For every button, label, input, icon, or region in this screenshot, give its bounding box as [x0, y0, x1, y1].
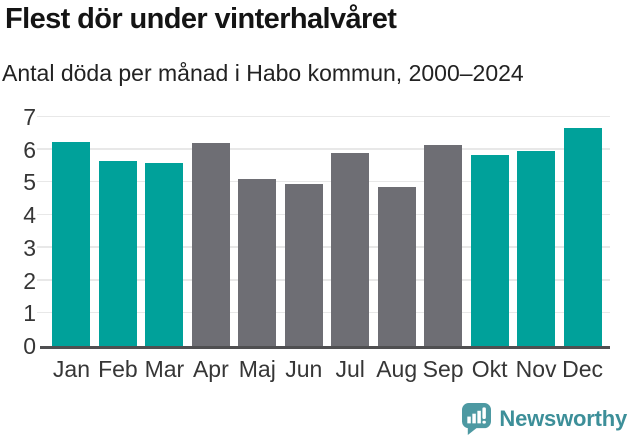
x-tick-label-dec: Dec [562, 356, 603, 382]
bar-dec [563, 128, 602, 346]
gridline-y4 [37, 213, 610, 216]
y-axis-labels: 0 1 2 3 4 5 6 7 [0, 104, 36, 359]
bar-jul [331, 153, 370, 346]
x-tick-label-feb: Feb [98, 356, 138, 382]
bar-sep [424, 144, 463, 346]
y-tick-label: 5 [23, 169, 36, 196]
y-tick-label: 0 [23, 333, 36, 359]
bar-jan [52, 141, 91, 346]
bar-feb [98, 161, 137, 346]
x-tick-label-jan: Jan [52, 356, 91, 382]
bar-mar [145, 162, 184, 346]
bar-nov [517, 151, 556, 346]
gridline-y6 [37, 148, 610, 150]
x-tick-label-jun: Jun [285, 356, 323, 382]
y-tick-label: 4 [23, 202, 36, 229]
x-tick-label-maj: Maj [238, 356, 276, 382]
bar-okt [470, 154, 509, 346]
x-tick-label-aug: Aug [376, 356, 418, 382]
bar-apr [191, 143, 230, 346]
x-tick-label-sep: Sep [422, 356, 464, 382]
x-axis-labels: Jan Feb Mar Apr Maj Jun Jul Aug Sep Okt Nov Dec [44, 354, 610, 384]
gridline-y3 [37, 246, 610, 248]
y-tick-label: 7 [23, 104, 36, 130]
y-tick-label: 3 [23, 234, 36, 261]
chart-subtitle: Antal döda per månad i Habo kommun, 2000… [2, 60, 524, 86]
y-tick-label: 6 [23, 136, 36, 163]
x-tick-label-nov: Nov [515, 356, 557, 382]
x-tick-label-okt: Okt [471, 356, 508, 382]
x-axis-line [40, 346, 610, 349]
newsworthy-logo-icon [462, 403, 492, 435]
y-tick-label: 2 [23, 267, 36, 294]
gridline-y1 [37, 311, 610, 314]
gridline-y7 [37, 115, 610, 117]
gridline-y5 [37, 180, 610, 183]
chart-title: Flest dör under vinterhalvåret [5, 3, 397, 35]
bar-maj [238, 179, 277, 346]
plot-area [37, 115, 610, 349]
y-tick-label: 1 [23, 300, 36, 327]
brand-name: Newsworthy [499, 406, 627, 431]
gridline-y2 [37, 279, 610, 281]
x-tick-label-mar: Mar [144, 356, 185, 382]
x-tick-label-apr: Apr [192, 356, 229, 382]
bar-aug [377, 187, 416, 346]
brand-footer: Newsworthy [462, 403, 627, 435]
bar-jun [284, 184, 323, 346]
x-tick-label-jul: Jul [335, 356, 365, 382]
